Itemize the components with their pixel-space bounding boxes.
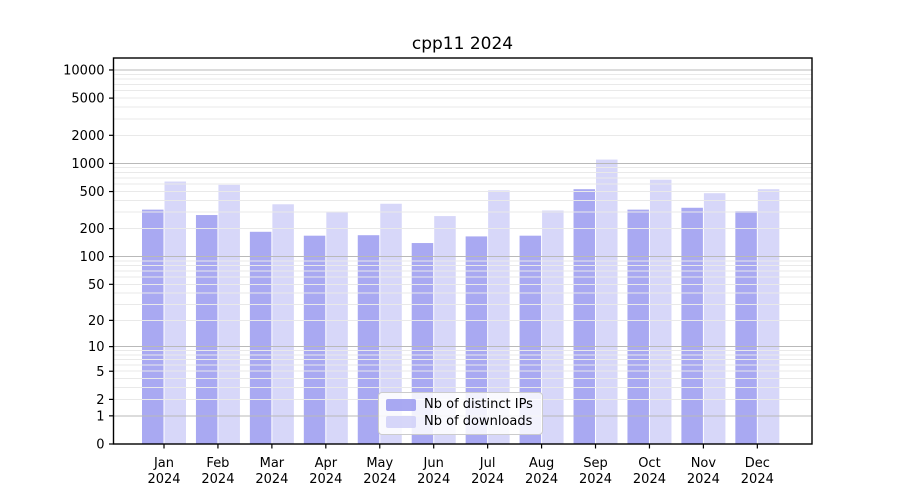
y-tick-label-5000: 5000 [71,92,104,107]
axes-layer: 0 12 5 10 20 50 100 200 500 1000 2000 5000 10000 Jan 2… [63,57,813,487]
bar-apr-distinct-ips [303,235,326,444]
x-tick-label-dec: Dec 2024 [741,456,774,487]
bar-jul-downloads [488,190,510,444]
bar-sep-downloads [596,159,618,444]
bar-may-downloads [380,203,402,444]
bar-oct-distinct-ips [627,209,649,444]
legend: Nb of distinct IPs Nb of downloads [378,392,543,435]
y-tick-label-1: 1 [96,409,104,424]
bar-aug-distinct-ips [519,235,542,444]
y-tick-label-50: 50 [88,278,105,293]
bar-may-distinct-ips [357,235,380,444]
bar-nov-distinct-ips [681,207,703,444]
bar-jun-downloads [434,216,456,444]
y-tick-label-200: 200 [80,222,105,237]
bar-jan-downloads [164,181,186,445]
y-tick-label-2000: 2000 [71,129,104,144]
y-tick-label-10000: 10000 [63,64,104,79]
x-tick-label-nov: Nov 2024 [687,456,720,487]
x-tick-label-feb: Feb 2024 [201,456,234,487]
grid-layer [113,69,812,417]
y-tick-label-1000: 1000 [71,157,104,172]
y-tick-label-10: 10 [88,340,105,355]
y-tick-label-20: 20 [88,314,105,329]
x-tick-label-sep: Sep 2024 [579,456,612,487]
plot-frame [112,57,813,445]
x-tick-label-jan: Jan 2024 [147,456,180,487]
bar-feb-downloads [218,184,240,444]
y-tick-label-2: 2 [96,393,104,408]
chart-title: cpp11 2024 [411,34,514,54]
bar-dec-downloads [757,189,780,444]
x-tick-label-apr: Apr 2024 [309,456,342,487]
x-tick-label-oct: Oct 2024 [633,456,666,487]
bar-nov-downloads [703,193,726,444]
legend-swatch-distinct-ips [386,398,416,411]
x-tick-label-may: May 2024 [363,456,396,487]
bar-sep-distinct-ips [573,189,596,444]
y-tick-label-5: 5 [96,365,104,380]
legend-row: Nb of downloads [386,414,533,429]
bar-feb-distinct-ips [195,215,218,444]
bar-dec-distinct-ips [735,211,757,444]
x-tick-label-mar: Mar 2024 [255,456,288,487]
bar-mar-downloads [272,204,294,444]
bar-oct-downloads [649,179,672,444]
y-tick-label-100: 100 [80,250,105,265]
bar-jan-distinct-ips [142,209,164,444]
bar-apr-downloads [326,212,348,444]
x-tick-label-aug: Aug 2024 [525,456,558,487]
bar-mar-distinct-ips [249,231,272,444]
legend-label-downloads: Nb of downloads [424,414,533,429]
legend-label-distinct-ips: Nb of distinct IPs [424,397,533,412]
legend-row: Nb of distinct IPs [386,397,533,412]
x-tick-label-jun: Jun 2024 [417,456,450,487]
legend-swatch-downloads [386,415,416,428]
y-tick-label-500: 500 [80,185,105,200]
bar-aug-downloads [542,210,564,444]
y-tick-label-0: 0 [96,438,104,453]
x-tick-label-jul: Jul 2024 [471,456,504,487]
